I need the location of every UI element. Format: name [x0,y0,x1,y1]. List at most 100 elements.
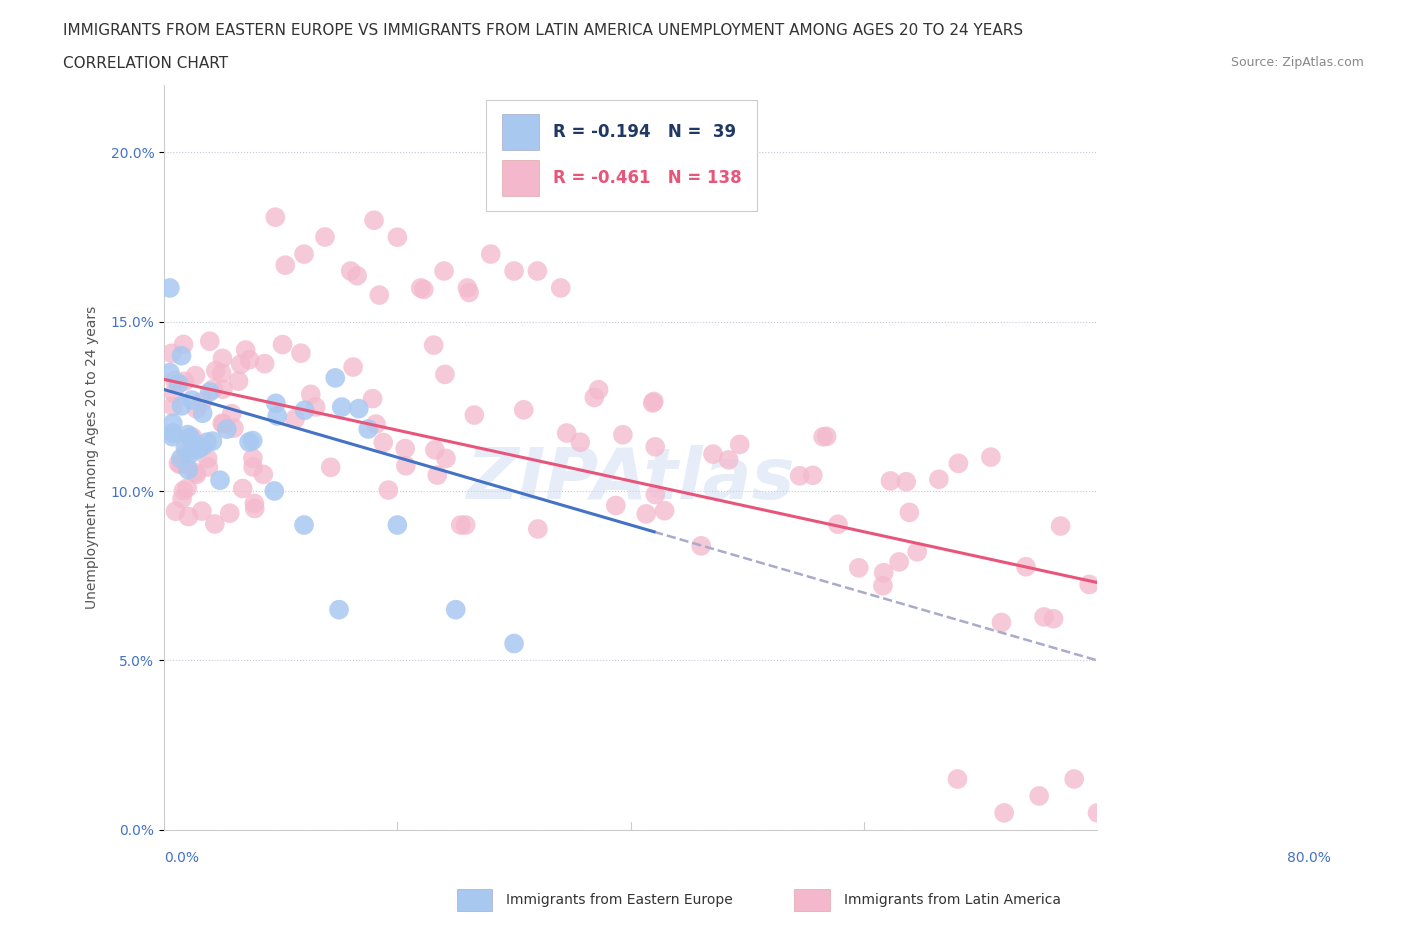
Point [330,400,353,415]
Point [434,451,457,466]
Point [242,451,264,466]
Point [170,491,193,506]
Point [238,352,260,367]
Text: Immigrants from Eastern Europe: Immigrants from Eastern Europe [506,893,733,908]
Text: R = -0.461   N = 138: R = -0.461 N = 138 [554,169,742,187]
Point [177,427,200,442]
Point [898,505,921,520]
Point [176,481,198,496]
Point [879,473,901,488]
Point [173,374,195,389]
Point [569,435,592,450]
Point [948,456,970,471]
FancyBboxPatch shape [502,113,540,150]
Point [169,457,191,472]
Point [479,246,502,261]
Point [304,400,326,415]
Point [433,367,456,382]
Point [409,281,432,296]
Point [243,496,266,511]
Point [174,457,197,472]
Point [433,263,456,278]
Point [583,390,606,405]
Point [198,384,221,399]
Point [222,420,245,435]
Point [555,426,578,441]
Point [368,287,391,302]
Point [387,230,409,245]
Point [204,364,226,379]
Point [644,439,666,454]
Point [184,465,207,480]
Point [1078,577,1101,591]
Point [266,408,288,423]
Text: CORRELATION CHART: CORRELATION CHART [63,56,228,71]
Point [450,518,472,533]
Text: 80.0%: 80.0% [1286,851,1331,865]
Point [264,210,287,225]
Point [211,416,233,431]
Point [208,472,231,487]
Point [423,443,446,458]
Text: ZIPAtlas: ZIPAtlas [467,445,794,514]
Point [412,282,434,297]
Point [946,772,969,787]
Point [159,281,181,296]
Point [458,286,481,300]
Point [159,365,181,380]
Point [174,445,197,460]
Point [346,269,368,284]
Point [503,263,526,278]
Point [319,459,342,474]
Point [202,381,225,396]
Point [162,399,184,414]
FancyBboxPatch shape [502,160,540,195]
Point [180,392,202,407]
Point [503,636,526,651]
Point [191,405,214,420]
Point [290,346,312,361]
Point [170,451,193,466]
Point [292,246,315,261]
Point [177,462,200,477]
Point [513,403,536,418]
Point [163,373,186,388]
Point [690,538,713,553]
Point [187,442,209,457]
Point [905,544,928,559]
Point [160,346,183,361]
Point [373,435,395,450]
Point [1033,609,1056,624]
Point [212,417,235,432]
Point [263,484,285,498]
Point [204,516,226,531]
Point [229,357,252,372]
Text: IMMIGRANTS FROM EASTERN EUROPE VS IMMIGRANTS FROM LATIN AMERICA UNEMPLOYMENT AMO: IMMIGRANTS FROM EASTERN EUROPE VS IMMIGR… [63,23,1024,38]
Point [848,561,870,576]
Text: R = -0.194   N =  39: R = -0.194 N = 39 [554,123,737,140]
Point [242,459,264,474]
Point [728,437,751,452]
Point [253,356,276,371]
Point [173,337,195,352]
Point [170,398,193,413]
Text: 0.0%: 0.0% [165,851,200,865]
Point [184,368,207,383]
Point [815,429,838,444]
Point [347,401,370,416]
Point [395,458,418,473]
Point [928,472,950,486]
Point [612,427,634,442]
Point [191,504,214,519]
Point [174,440,197,455]
Point [186,402,208,417]
Point [235,342,257,357]
Point [357,421,380,436]
Text: Source: ZipAtlas.com: Source: ZipAtlas.com [1230,56,1364,69]
Point [215,421,238,436]
Point [197,459,219,474]
Point [314,230,336,245]
Point [444,603,467,618]
Point [811,430,834,445]
Point [188,440,211,455]
